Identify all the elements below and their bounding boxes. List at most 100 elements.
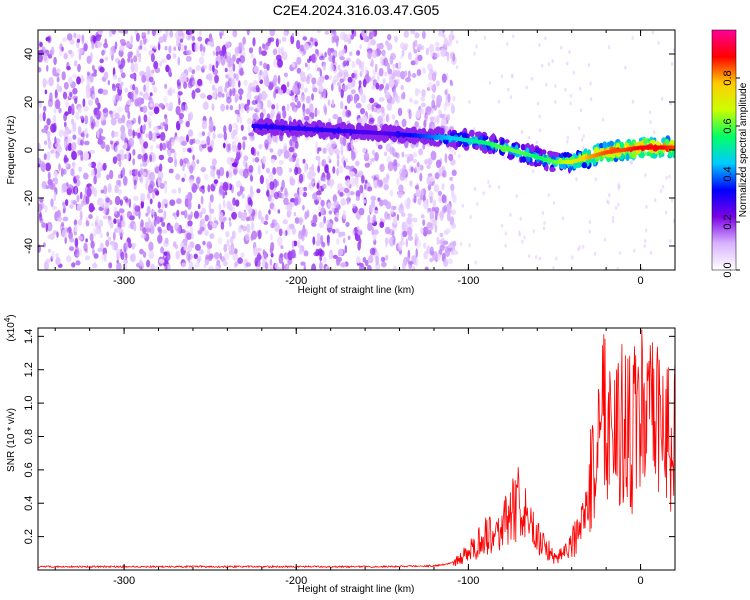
noise-speckle — [340, 149, 344, 156]
noise-speckle — [589, 81, 592, 86]
noise-speckle — [148, 121, 152, 129]
noise-speckle — [631, 99, 635, 104]
noise-speckle — [245, 262, 252, 267]
noise-speckle — [134, 98, 140, 107]
noise-speckle — [286, 88, 291, 95]
noise-speckle — [502, 155, 506, 160]
noise-speckle — [202, 240, 206, 246]
noise-speckle — [266, 99, 272, 109]
signal-point — [562, 163, 567, 170]
noise-speckle — [311, 222, 317, 227]
noise-speckle — [104, 56, 109, 61]
signal-point — [362, 133, 367, 138]
noise-speckle — [95, 171, 102, 179]
y-tick-label: -40 — [23, 238, 35, 254]
noise-speckle — [385, 254, 389, 261]
noise-speckle — [140, 219, 144, 228]
signal-ridge-point — [321, 127, 325, 133]
noise-speckle — [111, 130, 115, 138]
noise-speckle — [269, 258, 273, 266]
noise-speckle — [196, 159, 200, 165]
noise-speckle — [247, 124, 251, 133]
signal-ridge-point — [385, 131, 390, 136]
noise-speckle — [237, 211, 242, 219]
noise-speckle — [98, 128, 104, 135]
noise-speckle — [433, 116, 437, 124]
noise-speckle — [579, 108, 583, 113]
signal-point — [566, 153, 573, 158]
noise-speckle — [151, 30, 157, 37]
x-tick-label: -300 — [113, 275, 135, 287]
noise-speckle — [611, 215, 615, 220]
noise-speckle — [124, 142, 128, 150]
noise-speckle — [350, 150, 356, 161]
noise-speckle — [205, 254, 209, 260]
signal-ridge-point — [254, 123, 258, 129]
noise-speckle — [295, 167, 302, 175]
noise-speckle — [74, 60, 78, 67]
noise-speckle — [49, 92, 53, 102]
noise-speckle — [208, 266, 215, 270]
noise-speckle — [215, 51, 219, 57]
signal-ridge-point — [380, 131, 385, 136]
noise-speckle — [409, 97, 413, 103]
noise-speckle — [185, 55, 192, 62]
noise-speckle — [120, 153, 125, 161]
noise-speckle — [429, 209, 435, 220]
noise-speckle — [175, 105, 181, 116]
noise-speckle — [269, 148, 274, 153]
noise-speckle — [279, 253, 284, 258]
noise-speckle — [672, 219, 675, 224]
noise-speckle — [401, 118, 407, 128]
noise-speckle — [370, 61, 373, 67]
noise-speckle — [360, 94, 367, 104]
noise-speckle — [201, 120, 208, 130]
noise-speckle — [572, 70, 576, 75]
noise-speckle — [283, 142, 287, 153]
noise-speckle — [230, 157, 235, 162]
noise-speckle — [67, 184, 73, 190]
noise-speckle — [167, 156, 174, 164]
noise-speckle — [207, 184, 211, 193]
noise-speckle — [497, 185, 501, 190]
noise-speckle — [452, 194, 457, 203]
signal-ridge-point — [362, 130, 367, 135]
noise-speckle — [310, 37, 314, 42]
noise-speckle — [132, 149, 136, 156]
noise-speckle — [157, 234, 163, 244]
noise-speckle — [261, 72, 265, 80]
noise-speckle — [311, 77, 317, 85]
y-tick-label: 20 — [23, 96, 35, 108]
noise-speckle — [329, 65, 335, 72]
signal-point — [628, 141, 634, 146]
noise-speckle — [202, 103, 206, 108]
noise-speckle — [84, 140, 90, 146]
noise-speckle — [253, 65, 259, 73]
noise-speckle — [142, 251, 147, 258]
noise-speckle — [85, 238, 88, 243]
noise-speckle — [243, 155, 249, 162]
noise-speckle — [331, 35, 335, 44]
noise-speckle — [330, 31, 334, 36]
noise-speckle — [587, 63, 590, 68]
noise-speckle — [145, 212, 149, 217]
noise-speckle — [449, 80, 454, 87]
signal-point — [668, 149, 672, 158]
noise-speckle — [378, 179, 383, 187]
noise-speckle — [200, 92, 206, 99]
noise-speckle — [378, 97, 385, 102]
noise-speckle — [353, 69, 358, 74]
noise-speckle — [283, 31, 288, 36]
noise-speckle — [206, 73, 213, 81]
noise-speckle — [320, 235, 324, 245]
noise-speckle — [376, 72, 380, 82]
noise-speckle — [238, 224, 243, 234]
noise-speckle — [38, 66, 42, 73]
noise-speckle — [326, 142, 332, 151]
noise-speckle — [263, 43, 269, 51]
noise-speckle — [66, 66, 71, 71]
noise-speckle — [187, 220, 193, 227]
noise-speckle — [664, 210, 668, 215]
noise-speckle — [311, 93, 314, 101]
noise-speckle — [239, 116, 243, 124]
